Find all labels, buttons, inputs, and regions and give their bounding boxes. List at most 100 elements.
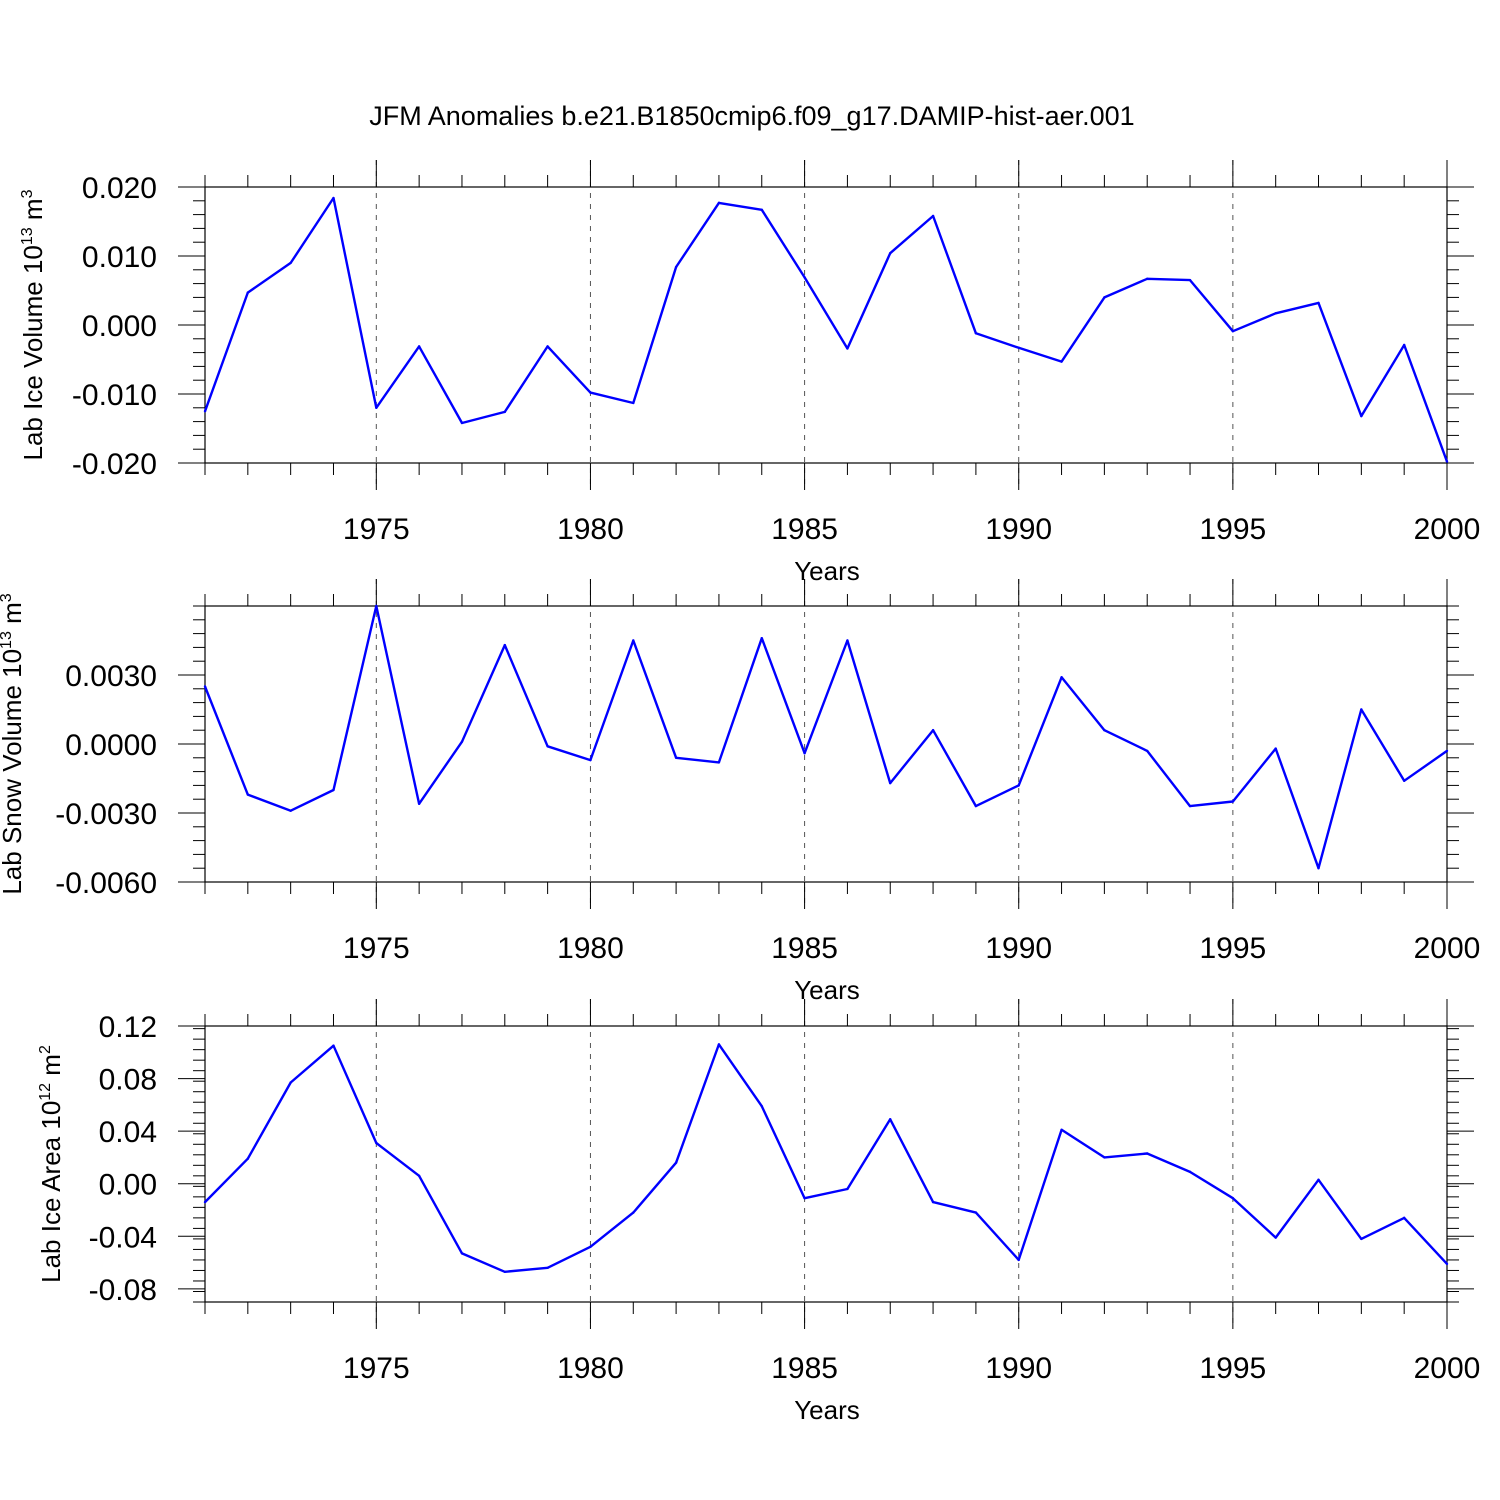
data-point [503,1270,506,1273]
data-point [1146,277,1149,280]
data-point [203,1200,207,1204]
data-point [1146,749,1149,753]
data-point [760,208,763,211]
data-point [1274,312,1277,315]
data-point [1360,708,1363,711]
data-point [632,1211,635,1214]
data-point [1445,1262,1449,1266]
series-line [204,1043,1448,1274]
data-point [1017,346,1020,349]
data-point [974,332,978,335]
data-point [1060,1128,1063,1132]
data-point [760,637,763,640]
y-tick-label: -0.0060 [55,867,157,900]
data-point [1060,360,1063,363]
data-point [246,1157,250,1160]
data-point [1231,800,1235,803]
data-point [417,802,421,805]
data-point [1103,1156,1106,1159]
x-axis-label: Years [794,1395,860,1425]
x-tick-label: 1975 [343,932,410,965]
data-point [931,214,935,218]
y-tick-label: 0.12 [99,1011,157,1044]
data-point [889,781,892,785]
data-point [974,1211,978,1214]
data-point [332,788,335,792]
data-point [332,1044,335,1047]
data-point [803,1196,806,1200]
data-point [417,345,421,348]
data-point [1146,1152,1149,1155]
x-tick-label: 1995 [1199,932,1266,965]
data-point [375,406,378,409]
data-point [1317,867,1320,870]
y-tick-label: 0.08 [99,1064,157,1097]
y-tick-label: 0.00 [99,1169,157,1202]
data-point [1402,1216,1406,1220]
x-tick-label: 1995 [1199,513,1266,546]
data-point [546,1266,549,1270]
x-tick-label: 1985 [771,513,838,546]
chart-panel-2: -0.0060 -0.0030 0.0000 0.0030 1975 1980 1985 19… [0,579,1480,1005]
data-point [1445,460,1449,463]
x-tick-label: 1985 [771,1352,838,1385]
y-axis-label: Lab Ice Area 1012 m2 [36,1045,66,1283]
data-point [1445,749,1449,753]
data-point [289,261,292,265]
y-tick-label: -0.010 [72,379,157,412]
y-tick-label: -0.08 [89,1274,157,1307]
x-tick-label: 2000 [1414,932,1481,965]
data-point [546,345,549,348]
plot-frame [204,186,1448,464]
x-tick-label: 1990 [985,1352,1052,1385]
data-point [1274,1236,1277,1239]
y-tick-label: -0.04 [89,1221,157,1254]
data-point [460,740,464,743]
data-point [1360,414,1363,418]
y-tick-label: 0.010 [82,241,157,274]
data-point [1103,729,1106,732]
data-point [846,347,849,350]
data-point [889,1118,892,1121]
data-point [289,1081,292,1084]
data-point [246,793,250,796]
data-point [375,1141,378,1145]
data-point [931,729,935,732]
x-tick-label: 1975 [343,1352,410,1385]
data-point [1360,1237,1363,1241]
series-line [203,604,1448,870]
data-point [203,685,207,688]
data-point [246,291,250,294]
y-tick-label: -0.0030 [55,798,157,831]
data-point [1188,1170,1192,1174]
x-tick-label: 1980 [557,513,624,546]
plot-frame [204,1025,1448,1303]
data-point [760,1104,763,1108]
data-point [1274,747,1277,750]
data-point [1231,330,1235,333]
data-point [931,1200,935,1204]
data-point [846,1187,849,1191]
data-point [717,201,721,205]
data-point [1188,804,1192,808]
x-axis-label: Years [794,975,860,1005]
data-point [1060,676,1063,679]
data-point [803,276,806,279]
data-point [1317,301,1320,305]
data-point [503,410,506,414]
y-tick-label: 0.04 [99,1116,157,1149]
data-point [674,265,678,269]
data-point [674,1161,678,1164]
data-point [375,604,378,608]
data-point [460,421,464,425]
data-point [717,1043,721,1046]
x-tick-label: 1980 [557,932,624,965]
data-point [674,756,678,759]
x-tick-label: 1980 [557,1352,624,1385]
data-point [503,643,506,647]
figure-title: JFM Anomalies b.e21.B1850cmip6.f09_g17.D… [369,101,1134,131]
data-point [632,639,635,642]
chart-panel-3: -0.08 -0.04 0.00 0.04 0.08 0.12 1975 1980 1985 19… [36,999,1480,1425]
y-tick-label: 0.0030 [65,660,157,693]
